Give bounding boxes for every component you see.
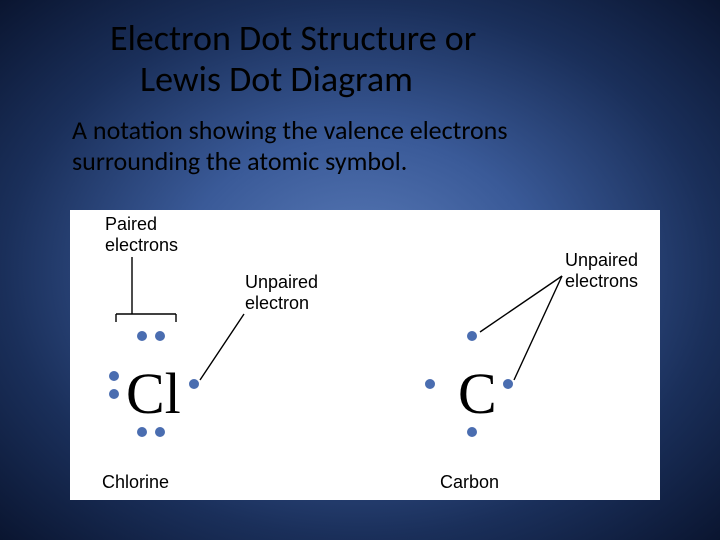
- title-line-2: Lewis Dot Diagram: [110, 57, 413, 101]
- electron-dot: [155, 427, 165, 437]
- title-line-1: Electron Dot Structure or: [110, 16, 476, 60]
- carbon-name-label: Carbon: [440, 472, 499, 493]
- lewis-dot-diagram: Paired electrons Unpaired electron Unpai…: [70, 210, 660, 500]
- paired-electrons-label: Paired electrons: [105, 214, 178, 256]
- unpaired-electrons-label: Unpaired electrons: [565, 250, 638, 292]
- electron-dot: [189, 379, 199, 389]
- carbon-symbol: C: [458, 360, 497, 427]
- electron-dot: [467, 427, 477, 437]
- electron-dot: [155, 331, 165, 341]
- electron-dot: [109, 389, 119, 399]
- unpaired-electron-label: Unpaired electron: [245, 272, 318, 314]
- chlorine-symbol: Cl: [126, 360, 181, 427]
- electron-dot: [503, 379, 513, 389]
- slide-title: Electron Dot Structure or Lewis Dot Diag…: [0, 0, 720, 101]
- electron-dot: [109, 371, 119, 381]
- chlorine-name-label: Chlorine: [102, 472, 169, 493]
- electron-dot: [137, 331, 147, 341]
- slide-subtitle: A notation showing the valence electrons…: [0, 101, 600, 177]
- electron-dot: [425, 379, 435, 389]
- electron-dot: [137, 427, 147, 437]
- electron-dot: [467, 331, 477, 341]
